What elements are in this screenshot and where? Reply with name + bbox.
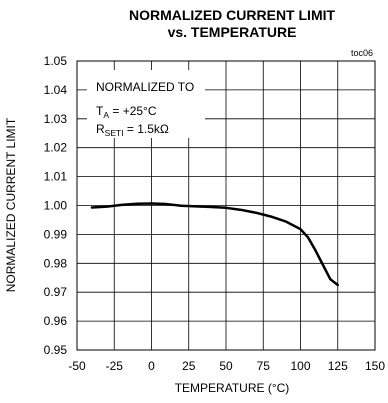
x-tick-label: 75 [257,359,271,373]
chart-tag: toc06 [351,48,373,58]
y-tick-label: 1.02 [44,141,68,155]
x-tick-label: 150 [365,359,385,373]
x-tick-label: 25 [182,359,196,373]
y-tick-label: 1.00 [44,199,68,213]
annotation-line1: NORMALIZED TO [96,80,194,94]
annotation-ta-value: = +25°C [109,104,157,118]
annotation-rset-sub: SETI [105,128,124,138]
y-tick-labels: 0.95 0.96 0.97 0.98 0.99 1.00 1.01 1.02 1.03 1.04… [44,54,68,357]
y-tick-label: 0.99 [44,227,68,241]
x-tick-label: 100 [290,359,310,373]
chart-title-line2: vs. TEMPERATURE [168,24,297,40]
x-tick-label: -50 [68,359,86,373]
y-tick-label: 0.97 [44,285,68,299]
x-tick-labels: -50 -25 0 25 50 75 100 125 150 [68,359,385,373]
chart-title-line1: NORMALIZED CURRENT LIMIT [129,7,336,23]
y-tick-label: 1.04 [44,83,68,97]
y-tick-label: 0.95 [44,343,68,357]
y-tick-label: 1.05 [44,54,68,68]
x-tick-label: 50 [219,359,233,373]
x-tick-label: 0 [148,359,155,373]
annotation-rset-value: = 1.5kΩ [124,122,169,136]
x-tick-label: -25 [106,359,124,373]
y-axis-label: NORMALIZED CURRENT LIMIT [4,117,18,292]
y-tick-label: 0.98 [44,256,68,270]
y-tick-label: 1.03 [44,112,68,126]
y-tick-label: 0.96 [44,314,68,328]
x-axis-label: TEMPERATURE (°C) [175,381,290,395]
y-tick-label: 1.01 [44,170,68,184]
x-tick-label: 125 [328,359,348,373]
annotation-rset-main: R [96,122,105,136]
